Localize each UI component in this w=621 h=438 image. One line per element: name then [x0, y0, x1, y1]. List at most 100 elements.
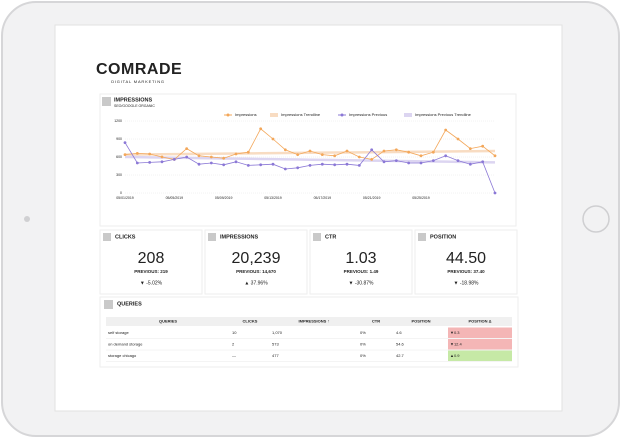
kpi-previous: PREVIOUS: 37.40: [447, 269, 485, 274]
legend-label: Impressions Previous Trendline: [415, 112, 472, 117]
data-point: [148, 161, 152, 164]
home-button[interactable]: [582, 205, 610, 233]
data-point: [308, 164, 312, 167]
kpi-title: POSITION: [430, 234, 456, 240]
data-point: [222, 163, 226, 167]
column-header: POSITION: [411, 319, 430, 324]
data-point: [185, 147, 189, 151]
column-header: QUERIES: [159, 319, 177, 324]
data-point: [493, 154, 497, 158]
data-point: [123, 141, 127, 145]
kpi-value: 208: [138, 250, 165, 267]
table-cell: 0%: [360, 353, 366, 358]
data-point: [419, 161, 423, 165]
kpi-title: CTR: [325, 234, 336, 240]
data-point: [283, 167, 287, 171]
kpi-card: [309, 229, 413, 295]
x-tick-label: 05/17/2019: [314, 196, 332, 200]
data-point: [407, 161, 411, 165]
data-point: [345, 162, 349, 166]
kpi-card: [204, 229, 308, 295]
data-point: [246, 164, 250, 167]
kpi-previous: PREVIOUS: 219: [134, 269, 168, 274]
data-point: [320, 153, 324, 157]
data-point: [135, 152, 139, 155]
table-cell: self storage: [108, 330, 129, 335]
legend-swatch: [226, 113, 230, 117]
y-tick-label: 1200: [114, 119, 122, 123]
card-icon: [313, 233, 321, 241]
chart-title: IMPRESSIONS: [114, 97, 153, 103]
logo: COMRADE: [96, 61, 182, 78]
data-point: [333, 154, 337, 158]
table-cell: on demand storage: [108, 342, 143, 347]
data-point: [431, 150, 435, 154]
legend-label: Impressions: [235, 112, 257, 117]
kpi-card: [414, 229, 518, 295]
kpi-delta: ▼ -5.02%: [140, 280, 163, 286]
data-point: [468, 162, 472, 166]
table-cell: 10: [232, 330, 237, 335]
kpi-card: [99, 229, 203, 295]
data-point: [135, 161, 139, 165]
kpi-delta: ▼ -18.98%: [454, 280, 480, 286]
data-point: [123, 153, 127, 157]
data-point: [394, 159, 398, 163]
y-tick-label: 900: [116, 137, 122, 141]
data-point: [197, 162, 201, 166]
data-point: [382, 160, 386, 164]
legend-swatch: [404, 113, 412, 117]
table-cell: 42.7: [396, 353, 405, 358]
data-point: [209, 161, 213, 165]
data-point: [444, 154, 448, 158]
data-point: [468, 147, 472, 151]
delta-cell: [448, 339, 512, 350]
x-tick-label: 05/21/2019: [363, 196, 381, 200]
table-cell: 0%: [360, 330, 366, 335]
table-cell: ▼0.3: [450, 330, 460, 335]
delta-cell: [448, 350, 512, 361]
data-point: [431, 159, 435, 163]
table-cell: 4.6: [396, 330, 402, 335]
delta-cell: [448, 327, 512, 338]
data-point: [382, 149, 386, 153]
y-tick-label: 0: [120, 191, 122, 195]
table-cell: 477: [272, 353, 279, 358]
legend-swatch: [270, 113, 278, 117]
column-header: POSITION Δ: [468, 319, 491, 324]
camera: [24, 216, 30, 222]
data-point: [234, 160, 238, 164]
table-cell: ▼12.4: [450, 342, 463, 347]
table-cell: 0%: [360, 342, 366, 347]
card-icon: [208, 233, 216, 241]
data-point: [357, 164, 361, 167]
table-cell: 54.6: [396, 342, 405, 347]
kpi-previous: PREVIOUS: 1.49: [344, 269, 379, 274]
x-tick-label: 05/09/2019: [215, 196, 233, 200]
data-point: [172, 158, 176, 161]
legend-swatch: [340, 113, 344, 117]
table-cell: 1,070: [272, 330, 283, 335]
kpi-value: 44.50: [446, 250, 486, 267]
legend-label: Impressions Previous: [349, 112, 387, 117]
data-point: [160, 155, 164, 159]
data-point: [209, 155, 213, 159]
data-point: [407, 150, 411, 154]
data-point: [357, 155, 361, 159]
data-point: [271, 137, 275, 141]
table-cell: 573: [272, 342, 279, 347]
data-point: [234, 152, 238, 156]
data-point: [296, 153, 300, 157]
data-point: [271, 162, 275, 166]
kpi-previous: PREVIOUS: 14,670: [236, 269, 276, 274]
column-header: IMPRESSIONS ↑: [299, 319, 330, 324]
chart-subtitle: SEO/GOOGLE ORGANIC: [114, 104, 155, 108]
legend-label: Impressions Trendline: [281, 112, 321, 117]
data-point: [370, 148, 374, 152]
y-tick-label: 600: [116, 155, 122, 159]
card-icon: [102, 97, 111, 106]
data-point: [370, 158, 374, 161]
card-icon: [418, 233, 426, 241]
data-point: [444, 128, 448, 132]
kpi-delta: ▼ -30.87%: [349, 280, 375, 286]
